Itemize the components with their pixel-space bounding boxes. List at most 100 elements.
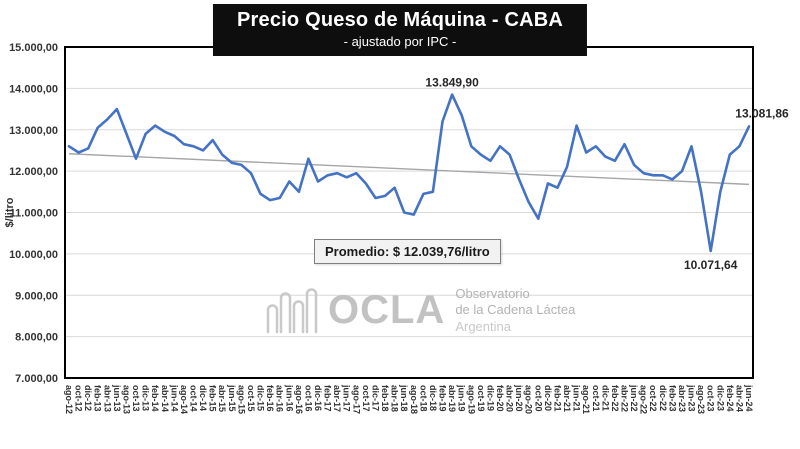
x-tick-label: abr-18 [390, 385, 400, 412]
x-tick-label: jun-22 [629, 384, 639, 412]
x-tick-label: jun-17 [342, 384, 352, 412]
x-tick-label: dic-19 [485, 385, 495, 411]
x-tick-label: dic-21 [600, 385, 610, 411]
average-callout: Promedio: $ 12.039,76/litro [314, 239, 501, 264]
chart-title: Precio Queso de Máquina - CABA [236, 9, 564, 31]
x-tick-label: abr-24 [734, 385, 744, 412]
x-tick-label: feb-20 [495, 385, 505, 412]
x-tick-label: dic-18 [428, 385, 438, 411]
x-tick-label: oct-16 [303, 385, 313, 412]
x-tick-label: jun-15 [227, 384, 237, 412]
x-tick-label: jun-19 [457, 384, 467, 412]
x-tick-label: oct-20 [533, 385, 543, 412]
x-tick-label: feb-14 [150, 385, 160, 412]
data-label: 13.849,90 [425, 76, 479, 90]
x-tick-label: feb-18 [380, 385, 390, 412]
y-axis-title: $/litro [4, 197, 16, 227]
x-tick-label: dic-15 [256, 385, 266, 411]
x-tick-label: dic-20 [543, 385, 553, 411]
x-tick-label: abr-20 [505, 385, 515, 412]
trend-line [68, 153, 750, 186]
x-tick-label: abr-14 [160, 385, 170, 412]
y-tick-label: 8.000,00 [15, 332, 58, 344]
x-tick-label: feb-23 [667, 385, 677, 412]
x-tick-label: ago-18 [409, 385, 419, 414]
x-tick-label: abr-22 [619, 385, 629, 412]
ocla-watermark: OCLA Observatorio de la Cadena Láctea Ar… [264, 286, 575, 335]
x-tick-label: oct-14 [189, 385, 199, 412]
x-tick-label: feb-24 [725, 385, 735, 412]
x-tick-label: feb-17 [323, 385, 333, 412]
x-tick-label: ago-12 [64, 385, 74, 414]
watermark-line-1: Observatorio [455, 286, 530, 301]
x-tick-label: oct-15 [246, 385, 256, 412]
x-tick-label: ago-23 [696, 385, 706, 414]
x-tick-label: dic-13 [141, 385, 151, 411]
x-tick-label: abr-23 [677, 385, 687, 412]
x-tick-label: ago-13 [121, 385, 131, 414]
x-tick-label: oct-12 [74, 385, 84, 412]
y-tick-label: 15.000,00 [9, 42, 58, 54]
x-tick-label: dic-23 [715, 385, 725, 411]
x-tick-label: abr-13 [102, 385, 112, 412]
x-tick-label: abr-17 [332, 385, 342, 412]
x-tick-label: feb-15 [208, 385, 218, 412]
x-tick-label: jun-21 [572, 384, 582, 412]
x-tick-label: oct-13 [131, 385, 141, 412]
x-tick-label: feb-19 [438, 385, 448, 412]
price-line [67, 93, 751, 253]
x-tick-label: feb-22 [610, 385, 620, 412]
x-tick-label: ago-16 [294, 385, 304, 414]
x-tick-label: abr-19 [447, 385, 457, 412]
x-tick-label: dic-22 [658, 385, 668, 411]
x-tick-label: feb-21 [552, 385, 562, 412]
x-tick-label: ago-14 [179, 385, 189, 414]
y-tick-label: 14.000,00 [9, 83, 58, 95]
x-tick-label: oct-18 [418, 385, 428, 412]
ocla-logo-icon [266, 288, 318, 334]
x-tick-label: ago-17 [351, 385, 361, 414]
x-tick-label: feb-16 [265, 385, 275, 412]
x-tick-label: jun-16 [284, 384, 294, 412]
x-tick-label: ago-20 [524, 385, 534, 414]
x-tick-label: oct-17 [361, 385, 371, 412]
x-tick-label: jun-23 [687, 384, 697, 412]
x-tick-label: jun-14 [169, 384, 179, 412]
data-label: 13.081,86 [735, 106, 789, 120]
y-tick-label: 13.000,00 [9, 125, 58, 137]
watermark-line-3: Argentina [455, 318, 511, 334]
x-tick-label: oct-23 [706, 385, 716, 412]
x-tick-label: ago-15 [236, 385, 246, 414]
x-tick-label: abr-21 [562, 385, 572, 412]
y-tick-label: 11.000,00 [10, 208, 58, 220]
x-tick-label: ago-22 [639, 385, 649, 414]
x-tick-label: ago-19 [466, 385, 476, 414]
data-label: 10.071,64 [684, 258, 738, 272]
x-tick-label: jun-24 [744, 384, 754, 412]
y-tick-label: 10.000,00 [9, 249, 58, 261]
x-tick-label: oct-21 [591, 385, 601, 412]
x-tick-label: feb-13 [93, 385, 103, 412]
y-tick-label: 9.000,00 [15, 290, 58, 302]
x-tick-label: oct-22 [648, 385, 658, 412]
x-tick-label: jun-20 [514, 384, 524, 412]
ocla-logo-text: OCLA [328, 288, 446, 333]
x-tick-label: dic-17 [370, 385, 380, 411]
watermark-line-2: de la Cadena Láctea [455, 302, 576, 318]
x-tick-label: dic-12 [83, 385, 93, 411]
x-tick-label: ago-21 [581, 385, 591, 414]
y-tick-label: 12.000,00 [9, 166, 58, 178]
x-tick-label: dic-16 [313, 385, 323, 411]
ocla-caption: Observatorio de la Cadena Láctea Argenti… [455, 286, 575, 335]
chart-subtitle: - ajustado por IPC - [343, 34, 457, 49]
y-tick-label: 7.000,00 [15, 373, 58, 385]
x-tick-label: abr-16 [275, 385, 285, 412]
x-tick-label: jun-18 [399, 384, 409, 412]
x-tick-label: jun-13 [112, 384, 122, 412]
x-tick-label: dic-14 [198, 385, 208, 411]
x-tick-label: abr-15 [217, 385, 227, 412]
chart-title-box: Precio Queso de Máquina - CABA - ajustad… [212, 4, 588, 56]
x-tick-label: oct-19 [476, 385, 486, 412]
